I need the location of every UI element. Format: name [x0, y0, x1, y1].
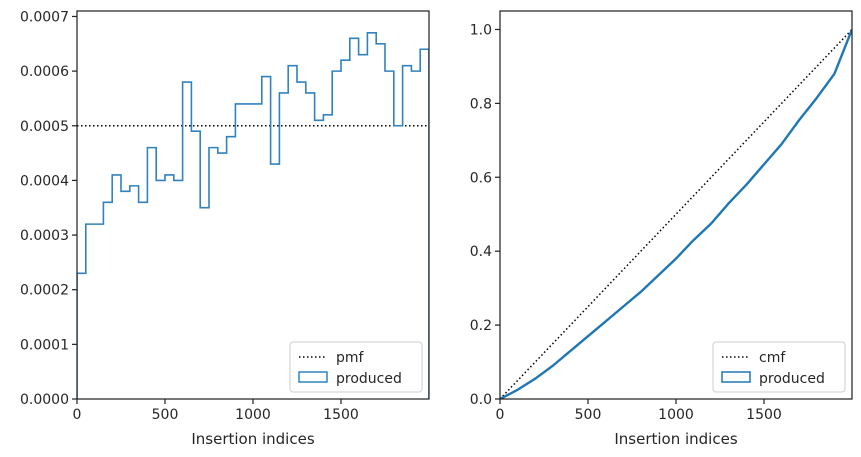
x-tick-label: 500 — [575, 407, 602, 423]
y-tick-label: 0.8 — [470, 96, 492, 112]
x-tick-label: 0 — [496, 407, 505, 423]
legend-label-cmf: cmf — [759, 350, 786, 366]
legend-label-produced: produced — [759, 371, 825, 387]
axes-frame — [499, 10, 853, 400]
y-tick-label: 0.0 — [470, 392, 492, 408]
y-tick-label: 1.0 — [470, 22, 492, 38]
y-tick-label: 0.0000 — [20, 392, 69, 408]
x-tick-label: 1000 — [658, 407, 694, 423]
y-tick-label: 0.0003 — [20, 228, 69, 244]
legend-swatch-produced — [298, 371, 328, 383]
legend-swatch-produced — [721, 371, 751, 383]
x-axis-label: Insertion indices — [191, 430, 314, 448]
axes-frame — [76, 10, 430, 400]
y-tick-label: 0.4 — [470, 244, 492, 260]
plot-area — [500, 28, 852, 399]
legend-box — [289, 341, 423, 393]
x-tick-label: 1500 — [323, 407, 359, 423]
legend-box — [712, 341, 846, 393]
pmf-histogram-panel: 0 500 1000 1500 0.0000 0.0001 0.0002 0.0003 0.00… — [20, 9, 430, 448]
y-tick-label: 0.0004 — [20, 173, 69, 189]
legend-label-pmf: pmf — [336, 350, 365, 366]
y-tick-label: 0.6 — [470, 170, 492, 186]
y-tick-label: 0.0006 — [20, 64, 69, 80]
y-tick-label: 0.0005 — [20, 119, 69, 135]
cmf-line-panel: 0 500 1000 1500 0.0 0.2 0.4 0.6 0.8 1.0 Insertion … — [470, 10, 853, 448]
x-tick-label: 1000 — [235, 407, 271, 423]
legend-label-produced: produced — [336, 371, 402, 387]
legend: cmf produced — [712, 341, 846, 393]
x-tick-label: 0 — [73, 407, 82, 423]
legend: pmf produced — [289, 341, 423, 393]
y-tick-label: 0.0007 — [20, 9, 69, 25]
x-tick-label: 500 — [152, 407, 179, 423]
y-tick-label: 0.0001 — [20, 337, 69, 353]
y-tick-label: 0.0002 — [20, 283, 69, 299]
reference-line-cmf — [500, 28, 852, 399]
x-tick-label: 1500 — [746, 407, 782, 423]
series-produced-line — [500, 29, 852, 399]
x-axis-label: Insertion indices — [614, 430, 737, 448]
y-tick-label: 0.2 — [470, 318, 492, 334]
plot-area — [77, 32, 429, 399]
series-produced-step — [77, 32, 429, 399]
